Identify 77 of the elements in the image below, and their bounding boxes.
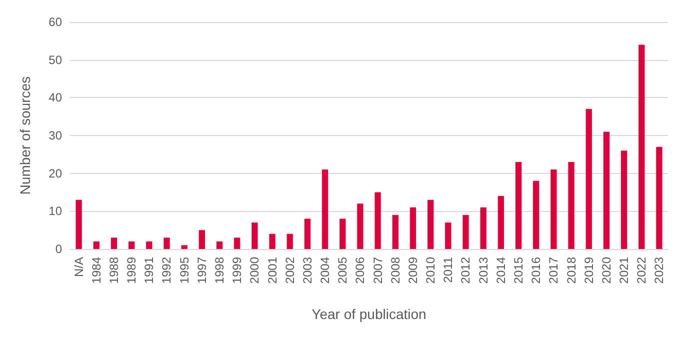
x-tick-label: 1992 [160,256,174,284]
x-tick-label: 1999 [230,256,244,284]
x-tick-label: 1995 [177,256,192,284]
x-tick-label: 1984 [89,256,104,284]
x-tick-label: 2010 [424,256,438,284]
x-tick-label: 2006 [353,256,368,284]
x-tick-label: 1991 [142,256,156,284]
x-tick-label: 1998 [212,256,226,284]
bar [480,207,486,249]
x-tick-label: 2011 [441,256,456,283]
x-tick-label: 2021 [617,256,632,284]
bar [110,238,118,249]
bar [93,241,100,249]
x-tick-label: 2013 [476,256,490,284]
bar [392,214,398,249]
bar [340,218,346,249]
y-tick-label: 50 [48,52,62,67]
bar [638,44,645,249]
x-tick-label: 2001 [265,256,280,284]
bar [286,234,293,249]
x-tick-label: 1988 [106,256,121,284]
bar [304,218,311,249]
bar [410,207,416,249]
x-tick-label: 2012 [458,256,473,284]
bar [656,146,662,249]
x-tick-label: 2000 [248,256,262,284]
x-tick-label: 2022 [634,256,649,284]
x-tick-label: 2016 [529,256,544,284]
bar [269,234,276,249]
bar [620,150,628,249]
x-tick-label: 2017 [546,256,561,284]
x-tick-label: 2009 [406,256,420,284]
y-tick-label: 10 [48,204,62,218]
x-tick-label: 2005 [336,256,350,284]
y-axis-title: Number of sources [17,76,33,195]
bar [128,241,135,249]
x-tick-label: 2004 [318,256,332,284]
bar [76,200,82,249]
bar [146,241,152,249]
bar [164,238,170,249]
x-tick-label: 2007 [370,256,385,284]
y-tick-label: 0 [55,242,62,256]
bar [374,192,381,249]
x-tick-label: 2003 [300,256,314,284]
bar [216,241,223,249]
bar [603,132,610,249]
bar [252,222,258,249]
x-tick-label: 1989 [124,256,139,284]
bar [515,162,522,249]
bar [550,170,557,249]
y-tick-label: 60 [48,15,62,29]
x-axis-title: Year of publication [312,306,426,322]
y-tick-label: 20 [48,166,62,180]
x-tick-label: 2019 [582,256,596,284]
bar [357,204,364,249]
x-tick-label: 2008 [388,256,402,284]
bar [181,245,188,249]
bar [198,230,205,249]
bar [234,238,240,249]
bar [533,180,540,249]
bar [498,196,504,249]
bar [445,222,452,249]
x-tick-label: 2002 [282,256,297,284]
x-tick-label: 2015 [512,256,526,284]
x-tick-label: N/A [72,257,86,278]
y-tick-label: 30 [48,128,62,142]
x-tick-label: 1997 [194,256,209,284]
x-tick-label: 2014 [494,256,508,284]
x-tick-label: 2018 [564,256,578,284]
bar [568,162,574,249]
x-tick-label: 2020 [599,256,614,284]
bar [586,109,592,249]
bar [322,170,328,249]
x-tick-label: 2023 [652,256,666,284]
y-tick-label: 40 [48,90,62,105]
bar [462,214,469,249]
bar [427,200,434,249]
